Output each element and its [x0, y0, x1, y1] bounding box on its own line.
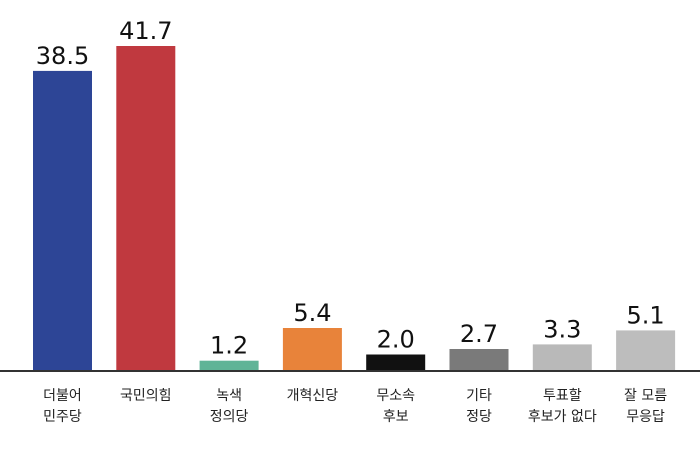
- bar-0: [33, 70, 92, 371]
- bar-1: [116, 46, 176, 370]
- bar-3: [282, 328, 342, 370]
- category-label-4-line-0: 무소속: [376, 388, 415, 404]
- value-label-1: 41.7: [119, 17, 172, 45]
- value-label-3: 5.4: [293, 299, 331, 327]
- value-label-6: 3.3: [543, 315, 581, 343]
- category-label-2-line-1: 정의당: [210, 409, 249, 425]
- value-label-5: 2.7: [460, 320, 498, 348]
- category-label-7-line-1: 무응답: [626, 409, 665, 425]
- category-label-7-line-0: 잘 모름: [624, 388, 667, 404]
- value-label-4: 2.0: [377, 326, 415, 354]
- category-label-3-line-0: 개혁신당: [287, 388, 339, 404]
- category-label-5-line-1: 정당: [466, 409, 492, 425]
- bar-6: [532, 344, 592, 370]
- category-label-6-line-1: 후보가 없다: [528, 409, 597, 425]
- value-label-0: 38.5: [36, 42, 89, 70]
- category-label-5-line-0: 기타: [466, 388, 492, 404]
- bar-4: [366, 354, 426, 370]
- category-label-4-line-1: 후보: [383, 409, 409, 425]
- value-labels-group: 38.5 41.7 1.2 5.4 2.0 2.7 3.3 5.1: [36, 17, 665, 360]
- category-label-6-line-0: 투표할: [543, 388, 582, 404]
- category-label-0-line-1: 민주당: [43, 409, 82, 425]
- bar-5: [449, 349, 509, 370]
- value-label-7: 5.1: [627, 301, 665, 329]
- bar-2: [199, 360, 259, 370]
- value-label-2: 1.2: [210, 332, 248, 360]
- category-label-2-line-0: 녹색: [216, 388, 242, 404]
- category-label-1-line-0: 국민의힘: [120, 388, 172, 404]
- bars-group: [33, 46, 676, 371]
- category-label-0-line-0: 더불어: [43, 388, 82, 404]
- bar-7: [616, 330, 676, 370]
